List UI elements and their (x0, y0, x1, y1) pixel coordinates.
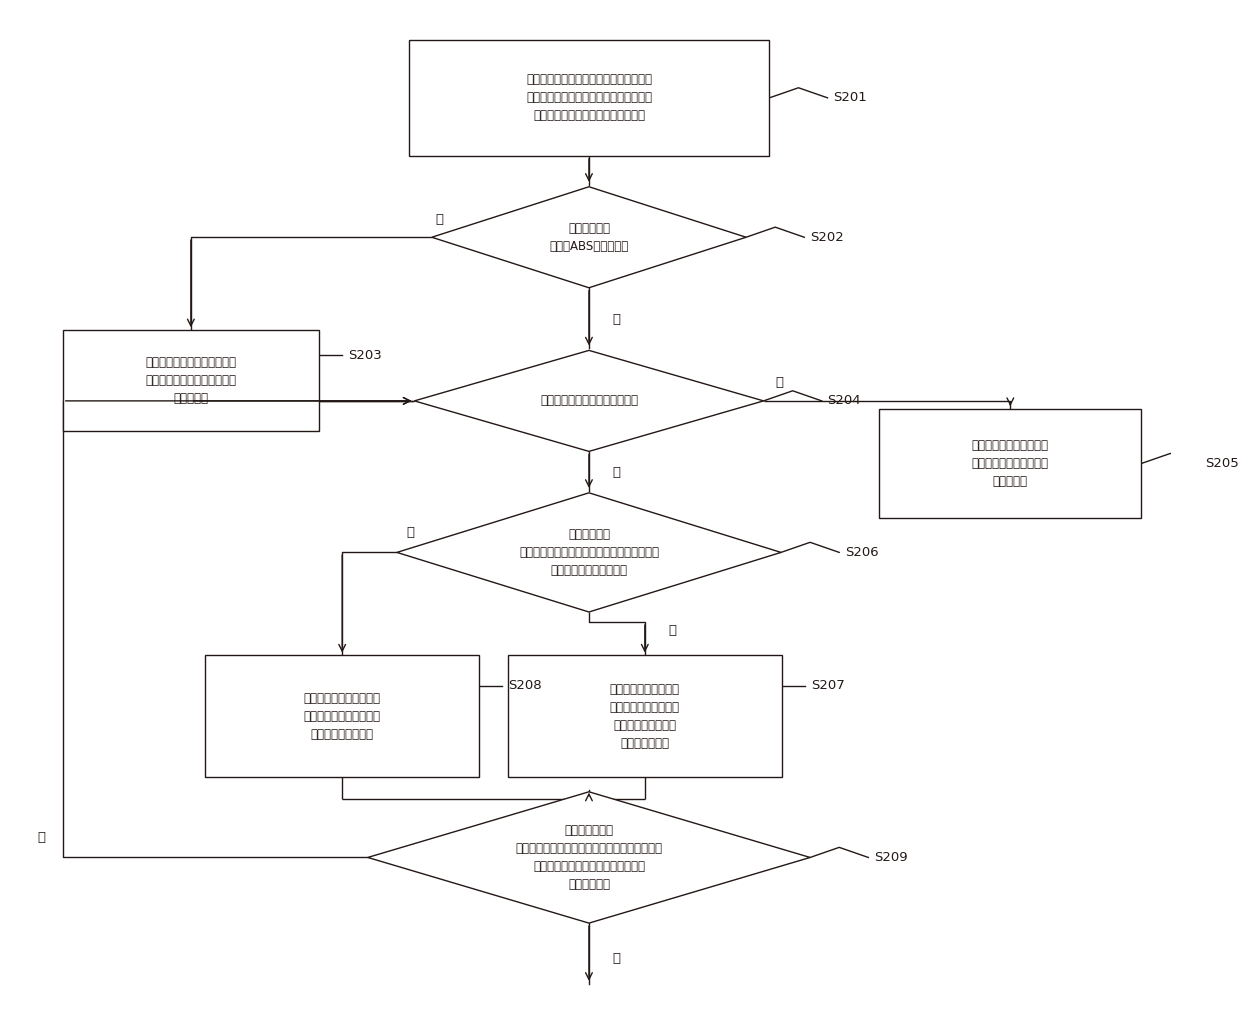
Text: 是: 是 (407, 525, 414, 539)
Bar (508, 655, 781, 776)
Text: 车辆为制动引起的车辆防
抱死系统控制介入，则退
出扭矩回收: 车辆为制动引起的车辆防 抱死系统控制介入，则退 出扭矩回收 (972, 439, 1049, 488)
Text: S207: S207 (811, 679, 844, 692)
Text: S205: S205 (1205, 457, 1239, 470)
Text: S206: S206 (844, 546, 879, 559)
Polygon shape (432, 186, 746, 288)
Text: S203: S203 (348, 349, 382, 361)
Text: 否: 否 (38, 830, 46, 844)
Bar (879, 409, 1141, 518)
Polygon shape (397, 493, 781, 612)
Polygon shape (368, 792, 810, 923)
Text: 按照快速滤波梯度将当
前实际请求扭矩滤波至
预设不引起车辆抱死
的最大回收扭矩: 按照快速滤波梯度将当 前实际请求扭矩滤波至 预设不引起车辆抱死 的最大回收扭矩 (610, 683, 680, 750)
Text: S209: S209 (874, 851, 908, 864)
Text: 判断车辆的制动踏板是否被踩下: 判断车辆的制动踏板是否被踩下 (539, 394, 637, 408)
Text: 判断车辆防抱死
系统是否退出控制，且检测所述车辆的当前车速
小于预设车速或检测到加速踏板开度
大于预设开度: 判断车辆防抱死 系统是否退出控制，且检测所述车辆的当前车速 小于预设车速或检测到… (516, 824, 662, 891)
Bar (408, 40, 769, 156)
Text: 否: 否 (435, 213, 444, 225)
Polygon shape (414, 350, 764, 452)
Text: 是: 是 (775, 376, 784, 389)
Text: 判断当前允许
回收的目标扭矩的绝对值是否大于预设不引起
车辆抱死的最大回收扭矩: 判断当前允许 回收的目标扭矩的绝对值是否大于预设不引起 车辆抱死的最大回收扭矩 (520, 528, 658, 577)
Text: 否: 否 (613, 466, 620, 478)
Text: S202: S202 (810, 230, 844, 244)
Text: 判断车辆防抱
死系统ABS是否被激活: 判断车辆防抱 死系统ABS是否被激活 (549, 222, 629, 253)
Text: 根据车辆当前行驶参数计算当前允许回收
的目标扭矩，并获取当前实际请求扭矩，
预设不引起车辆抱死的最大回收扭矩: 根据车辆当前行驶参数计算当前允许回收 的目标扭矩，并获取当前实际请求扭矩， 预设… (526, 74, 652, 122)
Text: S204: S204 (827, 394, 862, 408)
Text: 按照常规滤波梯度将当前
实际请求扭矩滤波至当前
允许回收的目标扭矩: 按照常规滤波梯度将当前 实际请求扭矩滤波至当前 允许回收的目标扭矩 (304, 691, 381, 740)
Text: S201: S201 (833, 91, 867, 104)
Text: 是: 是 (613, 312, 620, 326)
Text: 否: 否 (668, 624, 676, 637)
Text: S208: S208 (508, 679, 542, 692)
Text: 是: 是 (613, 952, 620, 965)
Text: 按照常规滤波梯度将当前实际
请求扭矩滤波至当前允许回收
的目标扭矩: 按照常规滤波梯度将当前实际 请求扭矩滤波至当前允许回收 的目标扭矩 (145, 356, 237, 406)
Bar (206, 655, 479, 776)
Bar (63, 330, 319, 431)
